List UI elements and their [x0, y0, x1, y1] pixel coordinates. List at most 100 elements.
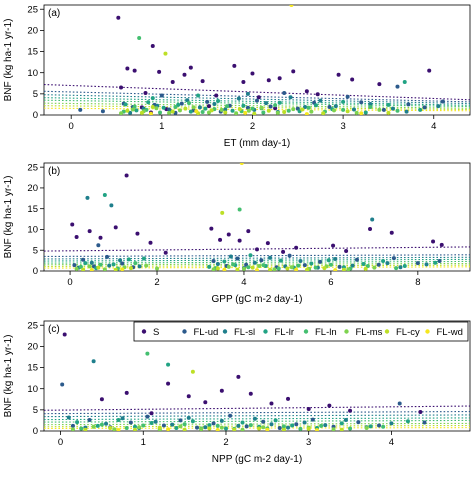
plot-frame: [43, 4, 471, 116]
data-point: [277, 426, 282, 431]
data-point: [215, 423, 220, 428]
data-point: [226, 232, 231, 237]
data-point: [336, 72, 341, 77]
data-point: [281, 424, 286, 429]
data-point: [203, 425, 208, 430]
data-point: [245, 91, 250, 96]
data-point: [79, 426, 84, 431]
data-point: [113, 225, 118, 230]
data-point: [386, 110, 391, 115]
data-point: [166, 381, 171, 386]
data-point: [240, 427, 245, 431]
data-point: [390, 106, 395, 111]
data-point: [211, 259, 216, 264]
panel-3: (c) 0 1 2 3 4 0 5 10 15 20 25 NPP (gC m-2 day-1) BNF …: [3, 320, 471, 465]
data-point: [281, 428, 286, 431]
plot-area: [44, 163, 470, 271]
data-point: [290, 423, 295, 428]
series-s: [70, 173, 444, 255]
x-tick-label: 0: [67, 277, 72, 288]
trend-line-fl-wd: [44, 266, 470, 269]
data-point: [74, 266, 79, 271]
data-point: [220, 210, 225, 215]
data-point: [132, 424, 137, 429]
data-point: [321, 111, 326, 115]
data-point: [190, 419, 195, 424]
trend-line-fl-ln: [44, 260, 470, 264]
data-point: [205, 99, 210, 104]
data-point: [287, 253, 292, 258]
data-point: [244, 424, 249, 429]
data-point: [359, 100, 364, 105]
data-point: [163, 250, 168, 255]
data-point: [381, 259, 386, 264]
data-point: [200, 79, 205, 84]
data-point: [206, 110, 211, 115]
data-point: [72, 263, 77, 268]
legend-label-s: S: [153, 327, 159, 338]
data-point: [363, 110, 368, 115]
data-point: [178, 418, 183, 423]
data-point: [188, 109, 193, 114]
series-fl-ln: [121, 36, 400, 115]
trend-line-fl-wd: [44, 107, 470, 112]
data-point: [174, 426, 179, 431]
data-point: [144, 263, 149, 268]
y-tick-label: 0: [33, 426, 38, 437]
data-point: [231, 262, 236, 267]
data-point: [266, 78, 271, 83]
data-point: [124, 426, 129, 431]
data-point: [74, 234, 79, 239]
y-tick-label: 15: [27, 204, 38, 215]
data-point: [230, 108, 235, 113]
x-tick-label: 2: [250, 121, 255, 132]
data-point: [108, 426, 113, 431]
data-point: [170, 109, 175, 114]
data-point: [304, 267, 309, 271]
y-axis-label: BNF (kg ha-1 yr-1): [3, 19, 14, 102]
legend-label-fl-ud: FL-ud: [194, 327, 219, 338]
data-point: [259, 258, 264, 263]
data-point: [91, 359, 96, 364]
data-point: [361, 261, 366, 266]
trend-line-s: [44, 405, 470, 411]
data-point: [178, 424, 183, 429]
data-point: [78, 264, 83, 269]
data-point: [294, 245, 299, 250]
data-point: [239, 163, 244, 165]
data-point: [215, 266, 220, 271]
series-s: [62, 332, 423, 416]
data-point: [191, 105, 196, 110]
data-point: [78, 107, 83, 112]
data-point: [195, 425, 200, 430]
data-point: [303, 104, 308, 109]
data-point: [354, 110, 359, 115]
data-point: [161, 105, 166, 110]
data-point: [141, 423, 146, 428]
data-point: [182, 422, 187, 427]
data-point: [128, 420, 133, 425]
x-tick-label: 1: [159, 121, 164, 132]
x-axis-label: NPP (gC m-2 day-1): [212, 454, 302, 465]
data-point: [241, 266, 246, 271]
data-point: [212, 102, 217, 106]
data-point: [219, 425, 224, 430]
data-point: [333, 104, 338, 109]
data-point: [120, 267, 125, 271]
data-point: [437, 259, 442, 264]
data-point: [331, 243, 336, 248]
data-point: [304, 89, 309, 94]
data-point: [116, 15, 121, 20]
data-point: [150, 44, 155, 49]
trend-line-fl-lr: [44, 258, 470, 262]
data-point: [219, 418, 224, 423]
trend-line-fl-cy: [44, 264, 470, 267]
data-point: [243, 110, 248, 115]
data-point: [91, 424, 96, 429]
data-point: [207, 264, 212, 269]
data-point: [232, 427, 237, 431]
data-point: [143, 91, 148, 95]
data-point: [424, 262, 429, 267]
data-point: [418, 107, 423, 112]
